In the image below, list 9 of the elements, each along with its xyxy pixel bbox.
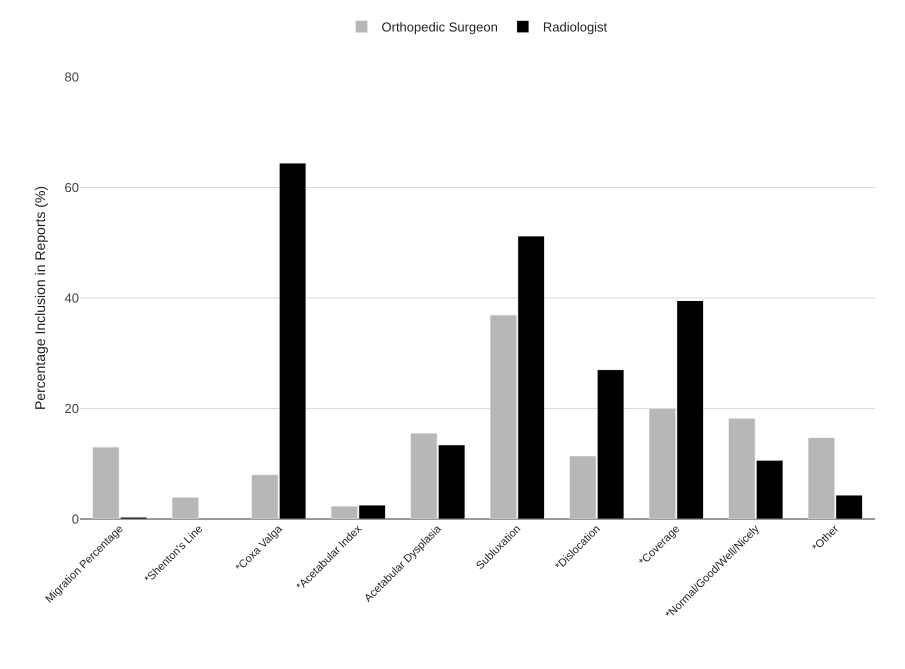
y-tick-label: 0 [72,512,79,527]
y-tick-label: 20 [64,401,79,416]
y-tick-label: 40 [64,290,79,306]
legend-label: Radiologist [542,20,608,35]
y-tick-label: 80 [64,70,79,85]
bar [172,497,199,519]
y-axis-title: Percentage Inclusion in Reports (%) [32,186,48,410]
y-tick-label: 60 [64,180,79,196]
legend-label: Orthopedic Surgeon [382,20,498,35]
